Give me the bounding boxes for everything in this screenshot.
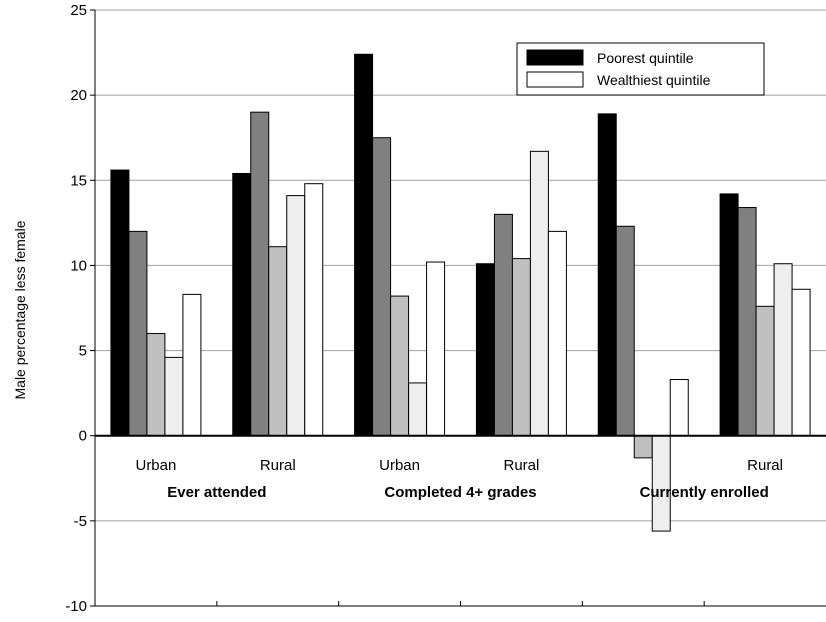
bar	[547, 230, 567, 437]
bar	[755, 305, 775, 437]
bar	[493, 213, 513, 437]
bar	[146, 333, 166, 437]
bar	[529, 150, 549, 437]
y-tick-label: 25	[70, 2, 87, 19]
bar	[511, 258, 531, 437]
legend: Poorest quintile Wealthiest quintile	[516, 42, 765, 96]
bar	[354, 53, 374, 437]
y-tick-label: 10	[70, 257, 87, 274]
bar	[304, 183, 324, 437]
bar	[597, 113, 617, 437]
bar	[128, 230, 148, 437]
group-label: Currently enrolled	[640, 484, 769, 501]
bar	[669, 379, 689, 437]
bar	[372, 137, 392, 437]
y-tick-label: 20	[70, 87, 87, 104]
bar	[250, 111, 270, 437]
category-label: Rural	[503, 457, 539, 474]
category-labels: Urban Rural Urban Rural Rural Ever attended Co…	[135, 457, 783, 501]
bar	[390, 295, 410, 437]
category-label: Rural	[747, 457, 783, 474]
axes: -10 -5 0 5 10 15 20 25	[65, 2, 826, 615]
y-tick-label: -5	[74, 513, 87, 530]
bar	[633, 435, 653, 459]
group-label: Completed 4+ grades	[384, 484, 536, 501]
bar	[268, 246, 288, 437]
legend-label-wealthiest: Wealthiest quintile	[597, 72, 711, 88]
bar	[615, 225, 635, 437]
bar	[773, 263, 793, 437]
y-tick-label: 0	[79, 428, 87, 445]
bar	[286, 195, 306, 437]
bar	[475, 263, 495, 437]
group-label: Ever attended	[167, 484, 266, 501]
gridlines	[95, 9, 826, 607]
bar	[791, 288, 811, 437]
y-tick-label: 5	[79, 343, 87, 360]
bar	[110, 169, 130, 437]
category-label: Rural	[260, 457, 296, 474]
bars	[110, 53, 811, 532]
bar	[232, 172, 252, 437]
bar	[408, 382, 428, 437]
legend-label-poorest: Poorest quintile	[597, 50, 694, 66]
y-tick-label: 15	[70, 172, 87, 189]
category-label: Urban	[379, 457, 420, 474]
bar	[182, 293, 202, 437]
bar	[164, 356, 184, 437]
category-label: Urban	[135, 457, 176, 474]
bar	[719, 193, 739, 437]
y-tick-label: -10	[65, 598, 87, 615]
bar	[737, 207, 757, 437]
legend-swatch-poorest	[526, 49, 584, 66]
y-axis-title: Male percentage less female	[12, 220, 28, 399]
legend-swatch-wealthiest	[526, 71, 584, 88]
bar	[426, 261, 446, 437]
